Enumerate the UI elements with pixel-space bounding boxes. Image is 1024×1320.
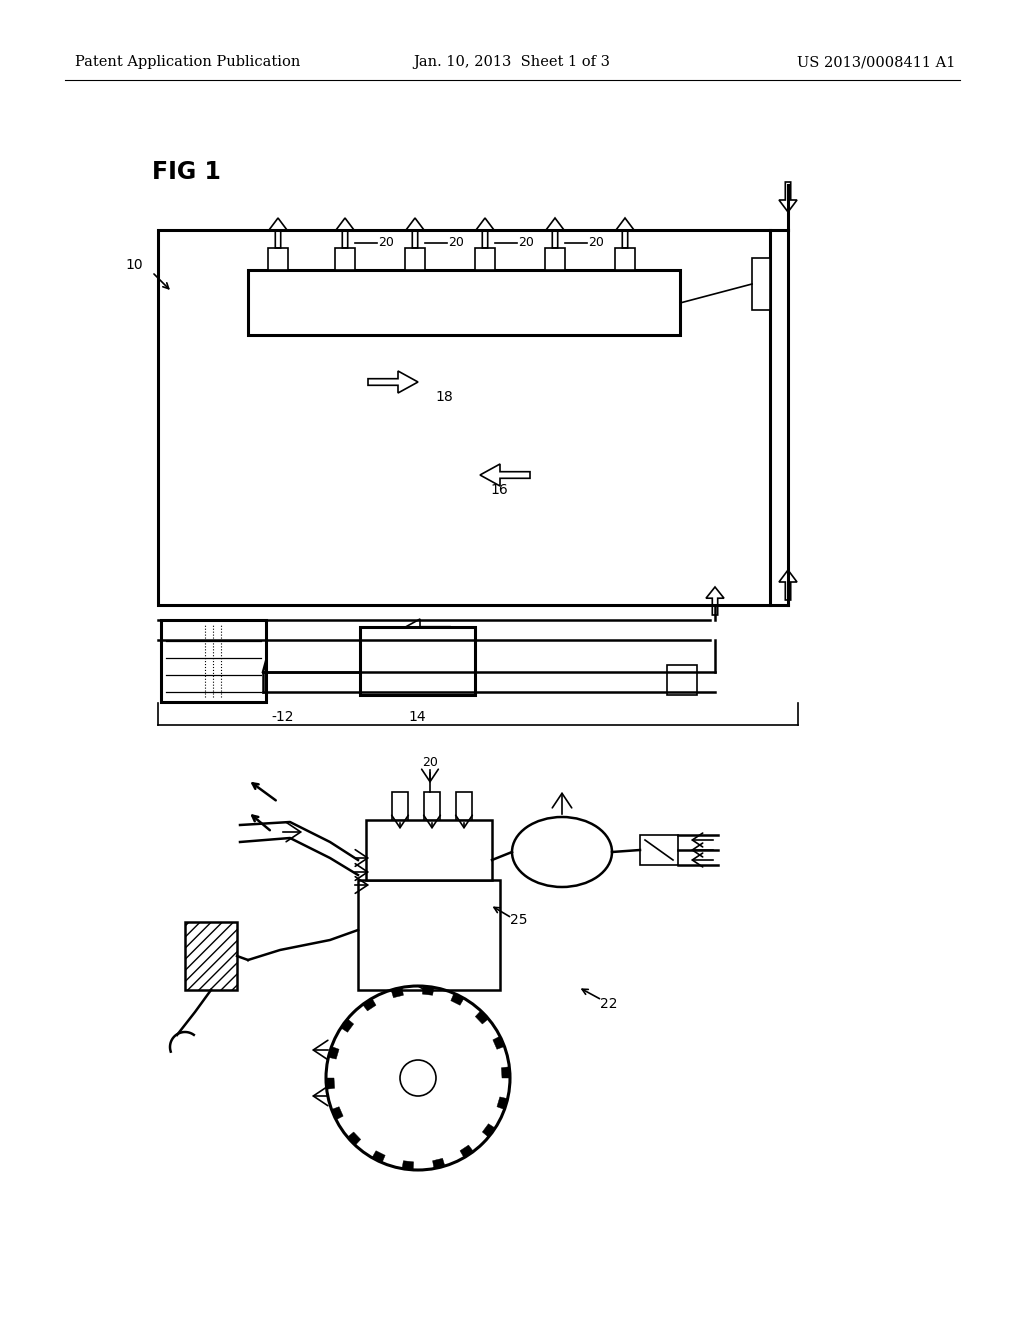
Polygon shape bbox=[326, 1078, 335, 1089]
Text: 20: 20 bbox=[378, 236, 394, 249]
Text: 20: 20 bbox=[422, 755, 438, 768]
Bar bbox=[268, 248, 288, 271]
Bar bbox=[248, 271, 680, 335]
Polygon shape bbox=[482, 1123, 496, 1137]
Text: -12: -12 bbox=[271, 710, 294, 723]
Polygon shape bbox=[451, 994, 464, 1006]
Text: 20: 20 bbox=[518, 236, 534, 249]
Bar bbox=[667, 665, 697, 696]
Text: 18: 18 bbox=[435, 389, 453, 404]
Bar bbox=[392, 792, 408, 820]
Bar bbox=[424, 792, 440, 820]
Polygon shape bbox=[502, 1067, 510, 1078]
Bar bbox=[358, 880, 500, 990]
Polygon shape bbox=[332, 1106, 343, 1119]
Polygon shape bbox=[372, 1151, 385, 1163]
Bar bbox=[185, 921, 237, 990]
Bar bbox=[475, 248, 495, 271]
Bar bbox=[406, 248, 425, 271]
Polygon shape bbox=[362, 998, 376, 1011]
Polygon shape bbox=[432, 1159, 444, 1168]
Polygon shape bbox=[402, 1160, 414, 1170]
Polygon shape bbox=[460, 1144, 473, 1158]
Text: 20: 20 bbox=[449, 236, 464, 249]
Text: US 2013/0008411 A1: US 2013/0008411 A1 bbox=[797, 55, 955, 69]
Text: Jan. 10, 2013  Sheet 1 of 3: Jan. 10, 2013 Sheet 1 of 3 bbox=[414, 55, 610, 69]
Polygon shape bbox=[341, 1019, 353, 1032]
Polygon shape bbox=[493, 1036, 505, 1049]
Bar bbox=[640, 836, 678, 865]
Polygon shape bbox=[347, 1133, 360, 1146]
Text: FIG 1: FIG 1 bbox=[152, 160, 221, 183]
Text: 20: 20 bbox=[588, 236, 604, 249]
Polygon shape bbox=[475, 1011, 488, 1024]
Bar bbox=[615, 248, 635, 271]
Polygon shape bbox=[497, 1097, 508, 1110]
Bar bbox=[545, 248, 565, 271]
Polygon shape bbox=[422, 986, 434, 995]
Bar bbox=[161, 620, 266, 702]
Text: 22: 22 bbox=[600, 997, 617, 1011]
Bar bbox=[366, 820, 492, 880]
Polygon shape bbox=[329, 1047, 339, 1059]
Bar bbox=[752, 257, 770, 310]
Text: 14: 14 bbox=[409, 710, 426, 723]
Text: 25: 25 bbox=[510, 913, 527, 927]
Bar bbox=[456, 792, 472, 820]
Text: 10: 10 bbox=[125, 257, 143, 272]
Bar bbox=[335, 248, 355, 271]
Text: 16: 16 bbox=[490, 483, 508, 498]
Text: Patent Application Publication: Patent Application Publication bbox=[75, 55, 300, 69]
Bar bbox=[158, 230, 770, 605]
Polygon shape bbox=[391, 987, 403, 998]
Bar bbox=[360, 627, 475, 696]
